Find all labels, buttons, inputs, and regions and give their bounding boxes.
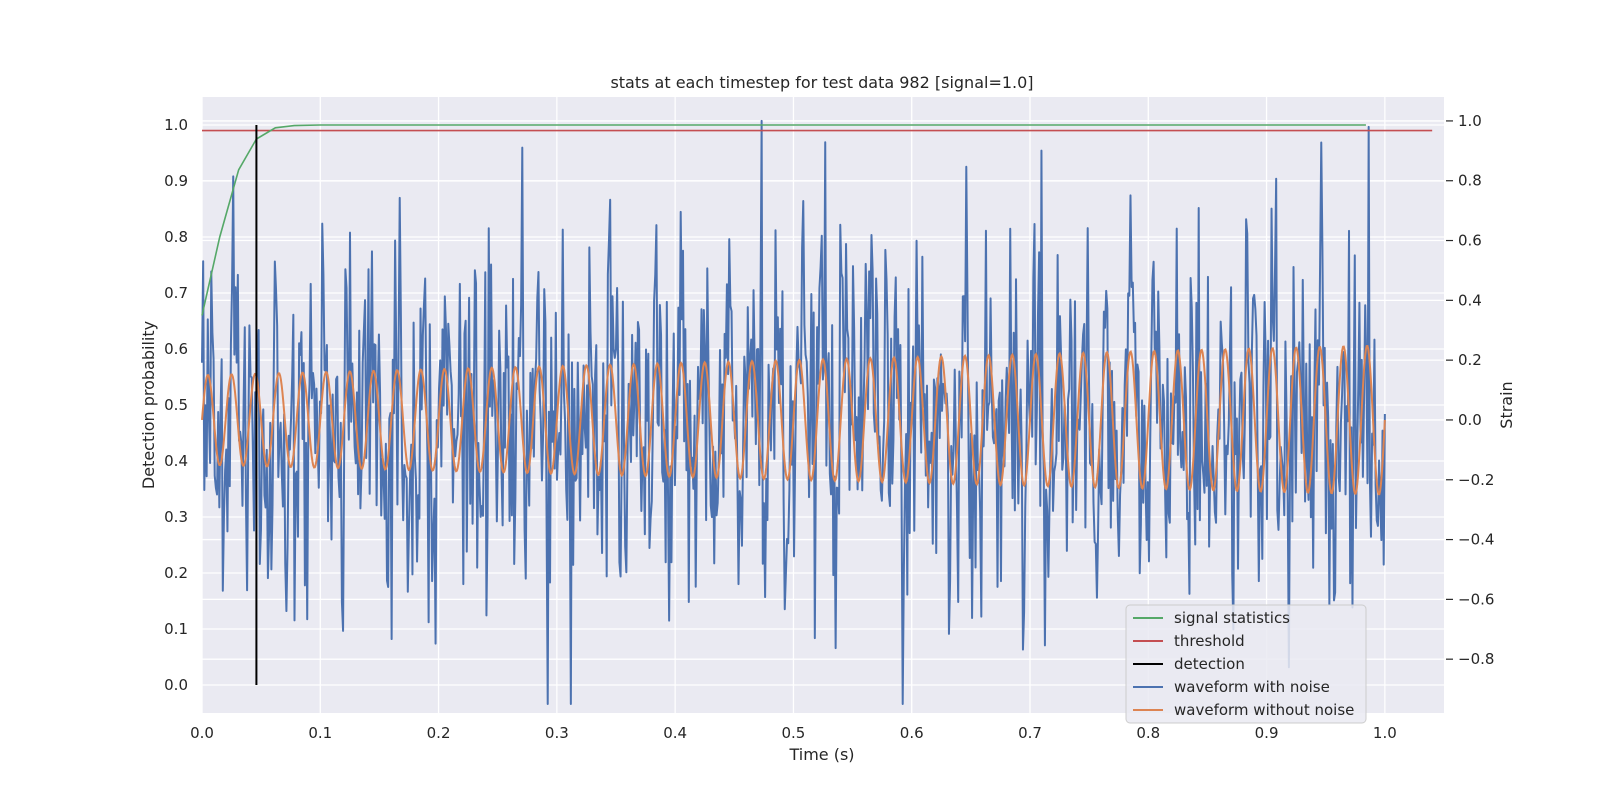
y2-axis-label: Strain (1497, 381, 1516, 428)
y-tick-label: 0.5 (164, 396, 188, 414)
x-axis-label: Time (s) (788, 745, 854, 764)
x-tick-label: 0.3 (545, 724, 569, 742)
legend-label: detection (1174, 655, 1245, 673)
y-axis-label: Detection probability (139, 321, 158, 489)
x-tick-label: 0.0 (190, 724, 214, 742)
y-tick-label: 1.0 (164, 116, 188, 134)
plot-area (201, 97, 1444, 713)
x-tick-label: 0.2 (427, 724, 451, 742)
x-tick-label: 0.5 (781, 724, 805, 742)
y-tick-label: 0.8 (164, 228, 188, 246)
y2-tick-label: 0.6 (1458, 232, 1482, 250)
y-tick-label: 0.3 (164, 508, 188, 526)
y-tick-label: 0.6 (164, 340, 188, 358)
x-tick-label: 0.9 (1255, 724, 1279, 742)
legend-box (1125, 604, 1367, 724)
legend-label: signal statistics (1174, 609, 1290, 627)
series-line-waveform-with-noise (201, 119, 1386, 706)
y2-tick-label: −0.2 (1458, 471, 1494, 489)
y2-tick-label: 0.8 (1458, 172, 1482, 190)
y-tick-label: 0.1 (164, 620, 188, 638)
series-line-waveform-without-noise (201, 344, 1386, 496)
x-tick-label: 0.8 (1136, 724, 1160, 742)
y-tick-label: 0.4 (164, 452, 188, 470)
x-tick-label: 0.1 (308, 724, 332, 742)
x-tick-label: 1.0 (1373, 724, 1397, 742)
y2-tick-label: 1.0 (1458, 112, 1482, 130)
y-tick-label: 0.0 (164, 676, 188, 694)
y2-tick-label: 0.4 (1458, 291, 1482, 309)
x-tick-label: 0.6 (900, 724, 924, 742)
tick-labels: 0.0 0.1 0.2 0.3 0.4 0.5 0.6 0.7 0.8 0.9 1.0 0.0 0.1 0… (164, 112, 1494, 742)
y2-tick-label: −0.6 (1458, 590, 1494, 608)
y2-tick-label: −0.4 (1458, 531, 1494, 549)
y2-tick-label: −0.8 (1458, 650, 1494, 668)
y-tick-label: 0.2 (164, 564, 188, 582)
y-tick-label: 0.9 (164, 172, 188, 190)
legend-label: waveform without noise (1174, 701, 1354, 719)
legend: signal statistics threshold detection wavef… (1125, 604, 1367, 724)
series-line-signal-statistics (201, 124, 1366, 316)
y-tick-label: 0.7 (164, 284, 188, 302)
y2-tick-label: 0.2 (1458, 351, 1482, 369)
legend-label: threshold (1174, 632, 1245, 650)
x-tick-label: 0.4 (663, 724, 687, 742)
y2-tick-label: 0.0 (1458, 411, 1482, 429)
legend-label: waveform with noise (1174, 678, 1330, 696)
series-group (201, 119, 1433, 706)
chart-title: stats at each timestep for test data 982… (610, 73, 1033, 92)
x-tick-label: 0.7 (1018, 724, 1042, 742)
